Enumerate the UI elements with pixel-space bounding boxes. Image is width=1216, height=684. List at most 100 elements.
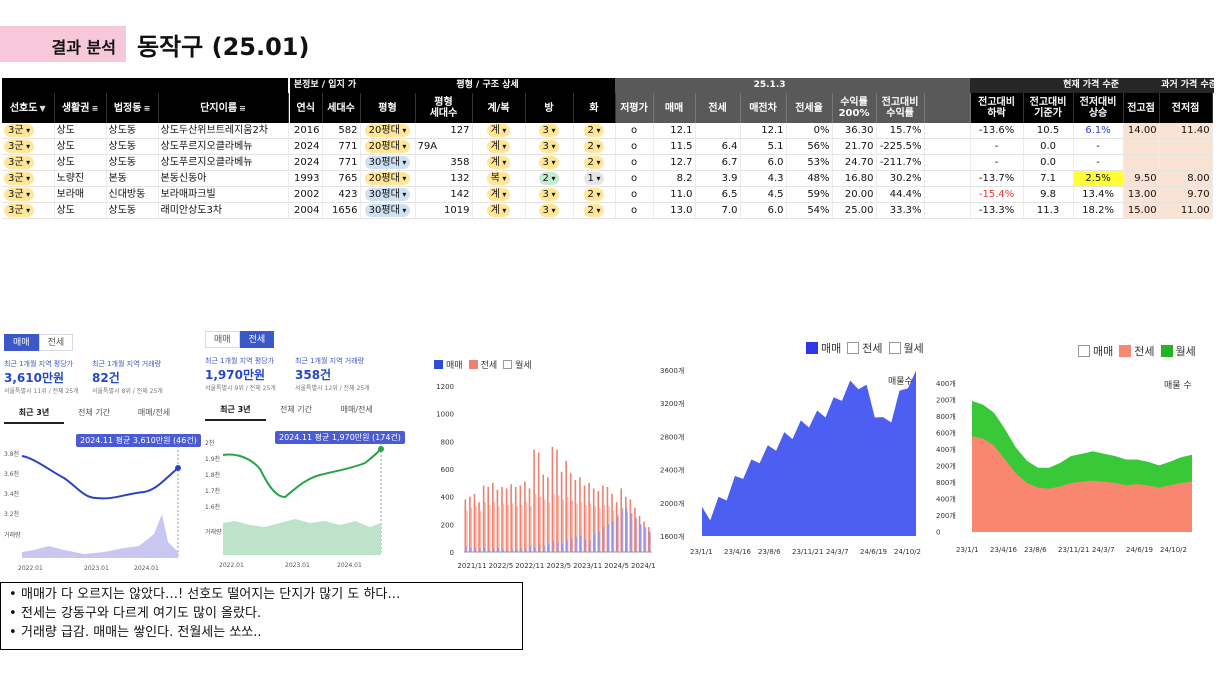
cell-baths[interactable]: 2 — [573, 186, 616, 203]
dropdown-chip[interactable]: 3군 — [4, 188, 35, 201]
dropdown-chip[interactable]: 30평대 — [364, 156, 411, 169]
cell-stair[interactable]: 복 — [472, 170, 526, 187]
cell-rooms[interactable]: 2 — [525, 170, 574, 187]
cell-stair[interactable]: 계 — [472, 138, 526, 155]
tab-sale-jeonse[interactable]: 매매/전세 — [340, 405, 373, 414]
col-jeonse[interactable]: 전세 — [695, 93, 741, 123]
tab-sale-jeonse[interactable]: 매매/전세 — [137, 408, 171, 417]
dropdown-chip[interactable]: 3군 — [4, 204, 35, 217]
cell-baths[interactable]: 2 — [573, 138, 616, 155]
filter-active-icon[interactable]: ▼ — [39, 103, 46, 113]
tab-sale[interactable]: 매매 — [4, 334, 39, 351]
cell-grade[interactable]: 3군 — [2, 123, 55, 139]
col-gap-amount[interactable]: 매전차 — [740, 93, 787, 123]
bar-jeonse — [528, 488, 531, 552]
cell-grade[interactable]: 3군 — [2, 170, 55, 187]
tab-recent-3y[interactable]: 최근 3년 — [205, 400, 266, 421]
dropdown-chip[interactable]: 20평대 — [364, 140, 411, 153]
cell-rooms[interactable]: 3 — [525, 123, 574, 139]
dropdown-chip[interactable]: 3 — [538, 204, 560, 217]
tab-all-period[interactable]: 전체 기간 — [280, 405, 312, 414]
cell-pyeong[interactable]: 30평대 — [360, 154, 416, 171]
dropdown-chip[interactable]: 계 — [486, 156, 511, 169]
dropdown-chip[interactable]: 3군 — [4, 156, 35, 169]
dropdown-chip[interactable]: 2 — [583, 124, 605, 137]
dropdown-chip[interactable]: 복 — [486, 172, 511, 185]
col-baths[interactable]: 화 — [573, 93, 616, 123]
cell-grade[interactable]: 3군 — [2, 154, 55, 171]
dropdown-chip[interactable]: 3 — [538, 188, 560, 201]
cell-rooms[interactable]: 3 — [525, 154, 574, 171]
col-base[interactable]: 전고대비 기준가 — [1023, 93, 1074, 123]
cell-pyeong[interactable]: 30평대 — [360, 202, 416, 219]
cell-baths[interactable]: 2 — [573, 123, 616, 139]
col-dong[interactable]: 법정동 ≡ — [106, 93, 159, 123]
dropdown-chip[interactable]: 2 — [583, 188, 605, 201]
dropdown-chip[interactable]: 3군 — [4, 172, 35, 185]
dropdown-chip[interactable]: 30평대 — [364, 188, 411, 201]
cell-baths[interactable]: 2 — [573, 202, 616, 219]
dropdown-chip[interactable]: 1 — [583, 172, 605, 185]
col-area[interactable]: 생활권 ≡ — [54, 93, 107, 123]
dropdown-chip[interactable]: 2 — [583, 204, 605, 217]
cell-stair[interactable]: 계 — [472, 202, 526, 219]
col-households[interactable]: 세대수 — [322, 93, 361, 123]
col-rise[interactable]: 전저대비 상승 — [1073, 93, 1124, 123]
col-year[interactable]: 연식 — [290, 93, 323, 123]
cell-baths[interactable]: 2 — [573, 154, 616, 171]
dropdown-chip[interactable]: 계 — [486, 204, 511, 217]
cell-grade[interactable]: 3군 — [2, 202, 55, 219]
cell-rooms[interactable]: 3 — [525, 202, 574, 219]
filter-icon[interactable]: ≡ — [143, 103, 151, 113]
dropdown-chip[interactable]: 3군 — [4, 140, 35, 153]
col-lowpoint[interactable]: 전저점 — [1159, 93, 1213, 123]
filter-icon[interactable]: ≡ — [239, 103, 246, 113]
tab-jeonse[interactable]: 전세 — [38, 334, 74, 351]
col-name[interactable]: 단지이름 ≡ — [158, 93, 289, 123]
cell-stair[interactable]: 계 — [472, 154, 526, 171]
cell-rooms[interactable]: 3 — [525, 186, 574, 203]
filter-icon[interactable]: ≡ — [91, 103, 99, 113]
cell-grade[interactable]: 3군 — [2, 138, 55, 155]
cell-rooms[interactable]: 3 — [525, 138, 574, 155]
cell-pyeong[interactable]: 20평대 — [360, 170, 416, 187]
tab-jeonse[interactable]: 전세 — [239, 331, 275, 348]
tab-all-period[interactable]: 전체 기간 — [78, 408, 110, 417]
col-ratio[interactable]: 전세율 — [786, 93, 833, 123]
col-stair[interactable]: 계/복 — [472, 93, 526, 123]
dropdown-chip[interactable]: 3 — [538, 156, 560, 169]
dropdown-chip[interactable]: 2 — [583, 156, 605, 169]
cell-stair[interactable]: 계 — [472, 186, 526, 203]
cell-pyeong[interactable]: 20평대 — [360, 138, 416, 155]
cell-pyeong[interactable]: 30평대 — [360, 186, 416, 203]
dropdown-chip[interactable]: 20평대 — [364, 124, 411, 137]
dropdown-chip[interactable]: 계 — [486, 124, 511, 137]
dropdown-chip[interactable]: 2 — [538, 172, 560, 185]
dropdown-chip[interactable]: 2 — [583, 140, 605, 153]
col-prevgap[interactable]: 전고대비 수익률 — [876, 93, 925, 123]
col-return[interactable]: 수익률 200% — [832, 93, 877, 123]
cell-grade[interactable]: 3군 — [2, 186, 55, 203]
col-sale[interactable]: 매매 — [653, 93, 696, 123]
cell-baths[interactable]: 1 — [573, 170, 616, 187]
col-pyeong-households[interactable]: 평형 세대수 — [415, 93, 473, 123]
cell-pyeong[interactable]: 20평대 — [360, 123, 416, 139]
col-drop[interactable]: 전고대비 하락 — [970, 93, 1024, 123]
dropdown-chip[interactable]: 30평대 — [364, 204, 411, 217]
tab-recent-3y[interactable]: 최근 3년 — [4, 403, 64, 424]
dropdown-chip[interactable]: 3군 — [4, 124, 35, 137]
dropdown-chip[interactable]: 20평대 — [364, 172, 411, 185]
col-pyeong[interactable]: 평형 — [360, 93, 416, 123]
col-low[interactable]: 저평가 — [615, 93, 654, 123]
col-grade[interactable]: 선호도 ▼ — [2, 93, 55, 123]
tab-sale[interactable]: 매매 — [205, 331, 240, 348]
col-high[interactable]: 전고점 — [1123, 93, 1160, 123]
dropdown-chip[interactable]: 계 — [486, 140, 511, 153]
current-point — [378, 446, 384, 452]
dropdown-chip[interactable]: 계 — [486, 188, 511, 201]
cell-blank — [924, 202, 971, 219]
dropdown-chip[interactable]: 3 — [538, 140, 560, 153]
cell-stair[interactable]: 계 — [472, 123, 526, 139]
col-rooms[interactable]: 방 — [525, 93, 574, 123]
dropdown-chip[interactable]: 3 — [538, 124, 560, 137]
